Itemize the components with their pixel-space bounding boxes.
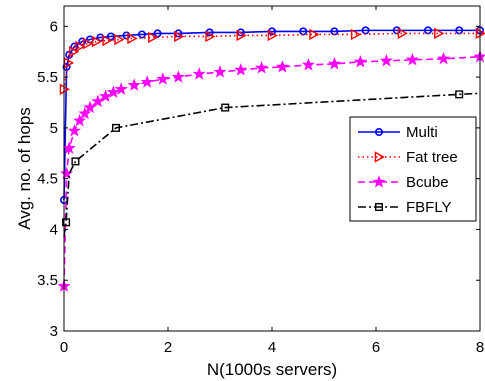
data-point-fbfly bbox=[62, 218, 71, 227]
data-point-bcube bbox=[234, 63, 248, 76]
legend-label-bcube: Bcube bbox=[406, 174, 449, 191]
data-point-bcube bbox=[114, 82, 128, 95]
data-point-bcube bbox=[171, 70, 185, 83]
y-tick-label: 3.5 bbox=[37, 272, 58, 289]
data-point-fat-tree bbox=[63, 57, 75, 69]
data-point-fat-tree bbox=[350, 28, 362, 41]
data-point-multi bbox=[78, 37, 87, 46]
data-point-multi bbox=[138, 30, 147, 39]
data-point-fat-tree bbox=[114, 33, 125, 46]
x-tick-label: 4 bbox=[268, 339, 276, 356]
data-point-bcube bbox=[91, 94, 105, 108]
legend-label-fat-tree: Fat tree bbox=[406, 149, 458, 166]
series-line-fbfly bbox=[63, 92, 481, 237]
data-point-bcube bbox=[192, 67, 206, 80]
y-tick-label: 5 bbox=[50, 120, 58, 137]
data-point-fat-tree bbox=[102, 34, 113, 47]
data-point-bcube bbox=[67, 124, 81, 137]
legend-marker-fbfly bbox=[375, 202, 384, 211]
x-tick-label: 2 bbox=[164, 339, 172, 356]
data-point-fat-tree bbox=[397, 27, 408, 40]
data-point-fat-tree bbox=[148, 31, 159, 44]
data-point-bcube bbox=[78, 106, 92, 120]
data-point-fbfly bbox=[455, 90, 464, 99]
data-point-fat-tree bbox=[434, 27, 445, 40]
data-point-bcube bbox=[213, 65, 227, 78]
legend-marker-multi bbox=[374, 128, 383, 137]
y-tick-label: 4 bbox=[50, 221, 58, 238]
data-point-bcube bbox=[327, 57, 341, 70]
data-point-bcube bbox=[379, 53, 393, 67]
y-tick-label: 6 bbox=[50, 18, 58, 35]
data-point-fat-tree bbox=[91, 35, 103, 48]
data-point-multi bbox=[299, 27, 308, 36]
data-point-bcube bbox=[99, 89, 113, 102]
data-point-fbfly bbox=[111, 123, 120, 132]
data-point-bcube bbox=[140, 75, 154, 88]
y-axis-title: Avg. no. of hops bbox=[15, 107, 34, 230]
data-point-bcube bbox=[127, 78, 141, 91]
data-point-bcube bbox=[255, 61, 269, 74]
legend-box bbox=[349, 116, 477, 222]
x-tick-label: 0 bbox=[60, 339, 68, 356]
legend-marker-bcube bbox=[372, 175, 386, 188]
axis-ticks: 0 2 4 6 8 3 3.5 4 4.5 5 5.5 6 bbox=[37, 6, 484, 356]
x-tick-label: 6 bbox=[372, 339, 380, 356]
data-point-fat-tree bbox=[127, 32, 138, 45]
series-bcube bbox=[57, 49, 485, 292]
series-fbfly bbox=[62, 90, 481, 237]
data-point-fbfly bbox=[71, 157, 80, 166]
data-point-bcube bbox=[301, 58, 315, 71]
data-point-bcube bbox=[62, 141, 76, 154]
legend: Multi Fat tree Bcube FBFLY bbox=[349, 116, 477, 222]
series-layer bbox=[57, 26, 485, 292]
x-tick-label: 8 bbox=[476, 339, 484, 356]
data-point-fbfly bbox=[221, 103, 230, 112]
data-point-bcube bbox=[106, 85, 120, 98]
data-point-fat-tree bbox=[174, 30, 185, 43]
data-point-bcube bbox=[156, 72, 170, 85]
y-tick-label: 3 bbox=[50, 323, 58, 340]
y-tick-label: 5.5 bbox=[37, 69, 58, 86]
legend-marker-fat-tree bbox=[374, 151, 385, 163]
x-axis-title: N(1000s servers) bbox=[207, 360, 337, 379]
data-point-fat-tree bbox=[267, 29, 278, 42]
data-point-bcube bbox=[405, 52, 419, 66]
data-point-bcube bbox=[353, 54, 367, 68]
y-tick-label: 4.5 bbox=[37, 171, 58, 188]
series-fat-tree bbox=[59, 27, 485, 95]
data-point-bcube bbox=[275, 60, 289, 73]
data-point-bcube bbox=[73, 113, 87, 127]
data-point-fat-tree bbox=[236, 29, 247, 42]
legend-label-multi: Multi bbox=[406, 124, 438, 141]
data-point-bcube bbox=[437, 51, 451, 65]
data-point-fat-tree bbox=[69, 46, 80, 58]
legend-label-fbfly: FBFLY bbox=[406, 199, 452, 216]
data-point-fat-tree bbox=[205, 30, 216, 43]
data-point-fat-tree bbox=[83, 37, 94, 50]
data-point-fat-tree bbox=[309, 28, 320, 41]
data-point-fat-tree bbox=[75, 40, 86, 53]
